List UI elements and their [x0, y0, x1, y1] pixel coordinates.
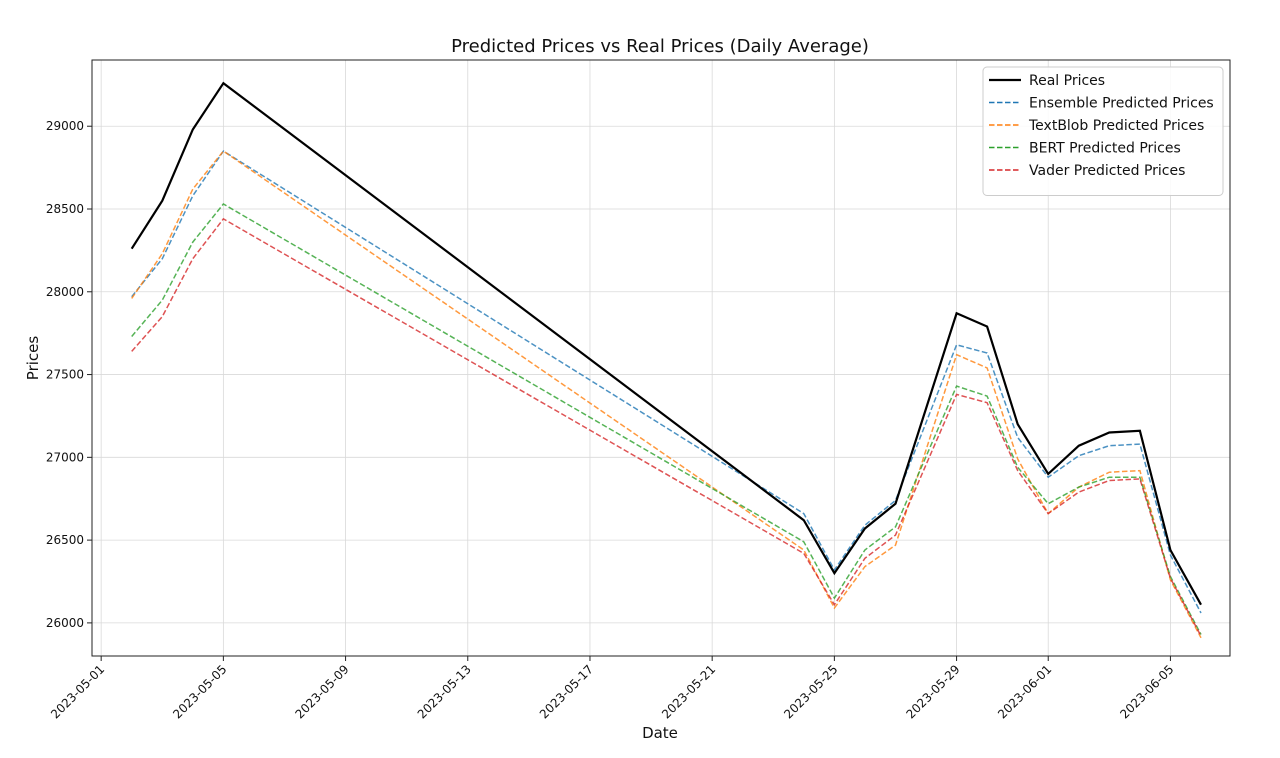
x-tick-label: 2023-06-01: [995, 662, 1054, 721]
x-tick-label: 2023-05-01: [48, 662, 107, 721]
legend-label: Real Prices: [1029, 73, 1105, 89]
y-axis-label: Prices: [24, 336, 42, 381]
x-tick-label: 2023-06-05: [1117, 662, 1176, 721]
legend-label: BERT Predicted Prices: [1029, 141, 1181, 157]
x-axis-ticks: 2023-05-01 2023-05-05 2023-05-09 2023-05-13…: [48, 656, 1177, 721]
plot-frame: [91, 59, 1231, 657]
series-line-bert-predicted-prices: [131, 203, 1202, 635]
legend: Real Prices Ensemble Predicted Prices Text…: [982, 66, 1224, 196]
legend-label: Ensemble Predicted Prices: [1029, 96, 1214, 112]
y-tick-label: 28500: [46, 202, 84, 216]
x-tick-label: 2023-05-17: [537, 662, 596, 721]
x-axis-label: Date: [642, 724, 678, 742]
y-axis-ticks: 26000 26500 27000 27500 28000 28500 29000: [46, 119, 92, 630]
legend-box: [982, 66, 1224, 196]
series-line-real-prices: [130, 81, 1202, 606]
x-tick-label: 2023-05-09: [292, 662, 351, 721]
chart-title: Predicted Prices vs Real Prices (Daily A…: [451, 36, 869, 57]
series-line-vader-predicted-prices: [131, 217, 1202, 637]
x-tick-label: 2023-05-21: [659, 662, 718, 721]
x-tick-label: 2023-05-05: [170, 662, 229, 721]
y-tick-label: 27000: [46, 450, 84, 464]
y-tick-label: 28000: [46, 285, 84, 299]
series-lines: [130, 81, 1202, 639]
grid: [92, 60, 1230, 656]
series-line-ensemble-predicted-prices: [131, 150, 1202, 614]
x-tick-label: 2023-05-25: [781, 662, 840, 721]
y-tick-label: 27500: [46, 368, 84, 382]
series-line-textblob-predicted-prices: [131, 150, 1202, 639]
x-tick-label: 2023-05-29: [903, 662, 962, 721]
y-tick-label: 26000: [46, 616, 84, 630]
x-tick-label: 2023-05-13: [415, 662, 474, 721]
legend-label: TextBlob Predicted Prices: [1028, 118, 1204, 134]
y-tick-label: 29000: [46, 119, 84, 133]
legend-label: Vader Predicted Prices: [1029, 163, 1185, 179]
y-tick-label: 26500: [46, 533, 84, 547]
